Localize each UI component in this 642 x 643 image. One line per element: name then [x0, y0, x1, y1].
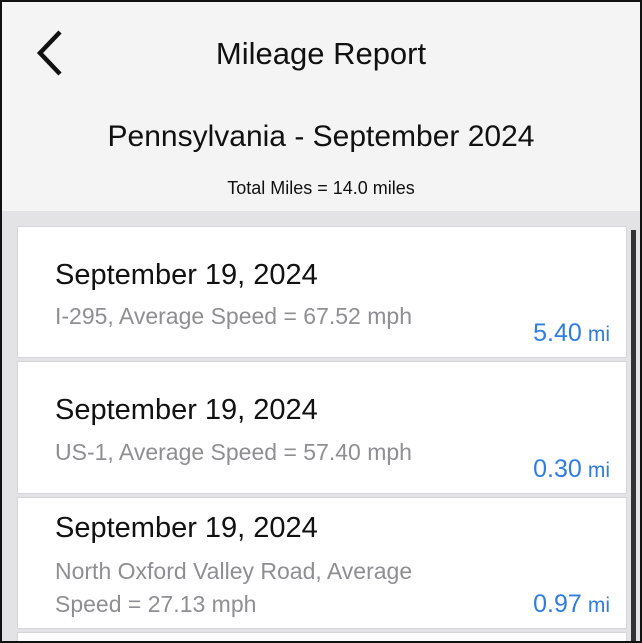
trip-miles: 5.40 mi [533, 319, 610, 348]
miles-value: 0.97 [533, 590, 582, 618]
miles-value: 0.30 [533, 455, 582, 483]
trip-description: US-1, Average Speed = 57.40 mph [55, 439, 412, 465]
scrollbar[interactable] [631, 230, 636, 641]
trip-card[interactable]: September 19, 2024 North Oxford Valley R… [17, 497, 627, 629]
trip-miles: 0.97 mi [533, 590, 610, 619]
trip-card[interactable]: September 19, 2024 I-295, Average Speed … [17, 226, 627, 358]
chevron-left-icon [36, 30, 62, 76]
trip-card[interactable] [17, 632, 627, 641]
header: Mileage Report Pennsylvania - September … [2, 2, 640, 211]
trip-card[interactable]: September 19, 2024 US-1, Average Speed =… [17, 361, 627, 494]
report-subtitle: Pennsylvania - September 2024 [107, 120, 535, 153]
miles-value: 5.40 [533, 319, 582, 347]
trip-miles: 0.30 mi [533, 455, 610, 484]
back-button[interactable] [32, 28, 72, 78]
miles-unit: mi [587, 323, 610, 346]
miles-unit: mi [587, 594, 610, 617]
trip-date: September 19, 2024 [55, 259, 318, 291]
total-miles: Total Miles = 14.0 miles [227, 178, 415, 198]
miles-unit: mi [587, 459, 610, 482]
trip-date: September 19, 2024 [55, 512, 318, 544]
trip-date: September 19, 2024 [55, 394, 318, 426]
trip-description: North Oxford Valley Road, Average Speed … [55, 558, 413, 617]
trip-description: I-295, Average Speed = 67.52 mph [55, 303, 412, 329]
page-title: Mileage Report [215, 36, 427, 71]
